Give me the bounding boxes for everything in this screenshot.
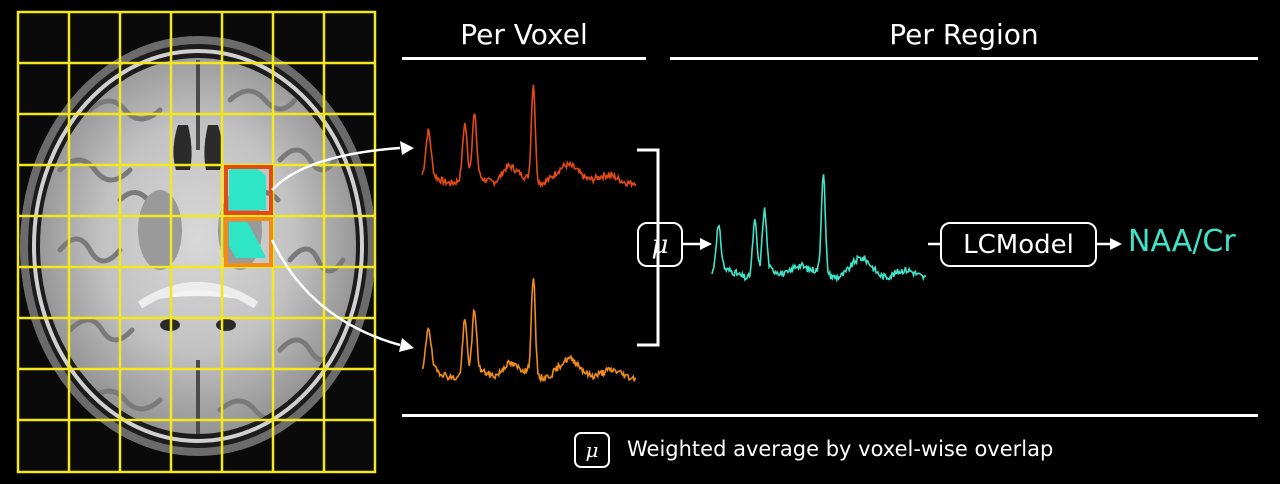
lcmodel-box: LCModel [940,222,1097,267]
legend-mu-box: μ [574,432,610,468]
lcmodel-label: LCModel [963,229,1074,260]
arrow-to-top-spectrum [271,146,401,191]
per-region-rule [670,57,1258,60]
arrow-head-top [400,141,414,155]
selected-voxel-top [224,165,273,215]
per-voxel-heading: Per Voxel [460,18,588,51]
region-spectrum [711,174,927,283]
skull-bright [32,49,364,443]
region-fill-bottom [229,222,266,258]
per-voxel-rule [402,57,646,60]
weighted-average-operator: μ [637,222,683,267]
arrow-head-bottom [399,338,414,352]
region-fill-top [229,166,266,210]
legend-rule [402,414,1258,417]
legend-text: Weighted average by voxel-wise overlap [627,437,1054,461]
merge-bracket [637,148,660,347]
arrow-result-head [1110,238,1122,250]
naa-cr-result: NAA/Cr [1128,224,1236,259]
voxel-spectrum-bottom [421,278,637,384]
voxel-arrows [270,146,401,347]
legend-mu-symbol: μ [585,438,599,462]
arrow-mu-head [700,238,712,250]
arrow-to-bottom-spectrum [270,239,401,347]
selected-voxel-bottom [224,217,273,267]
mu-symbol: μ [651,229,669,260]
per-region-heading: Per Region [889,18,1039,51]
voxel-spectrum-top [421,84,637,189]
